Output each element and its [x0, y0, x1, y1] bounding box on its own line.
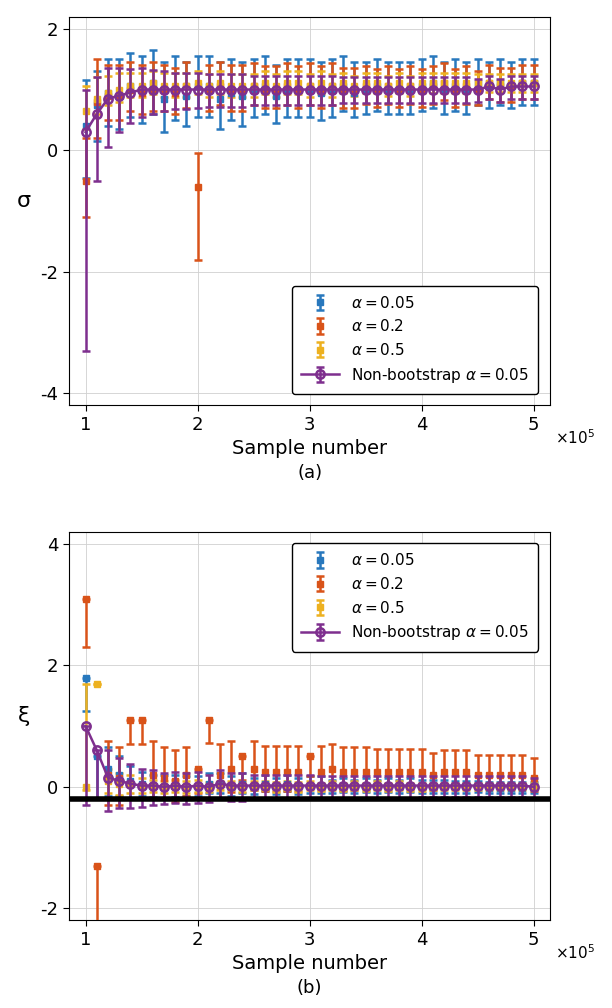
- Legend: $\alpha = 0.05$, $\alpha = 0.2$, $\alpha = 0.5$, Non-bootstrap $\alpha = 0.05$: $\alpha = 0.05$, $\alpha = 0.2$, $\alpha…: [292, 543, 538, 651]
- Text: $\times 10^5$: $\times 10^5$: [555, 943, 595, 963]
- Text: $\times 10^5$: $\times 10^5$: [555, 428, 595, 448]
- Text: (b): (b): [297, 979, 323, 997]
- Text: (a): (a): [297, 464, 323, 482]
- Y-axis label: σ: σ: [17, 191, 31, 211]
- Y-axis label: ξ: ξ: [18, 706, 30, 726]
- X-axis label: Sample number: Sample number: [232, 439, 387, 459]
- X-axis label: Sample number: Sample number: [232, 955, 387, 974]
- Legend: $\alpha = 0.05$, $\alpha = 0.2$, $\alpha = 0.5$, Non-bootstrap $\alpha = 0.05$: $\alpha = 0.05$, $\alpha = 0.2$, $\alpha…: [292, 285, 538, 394]
